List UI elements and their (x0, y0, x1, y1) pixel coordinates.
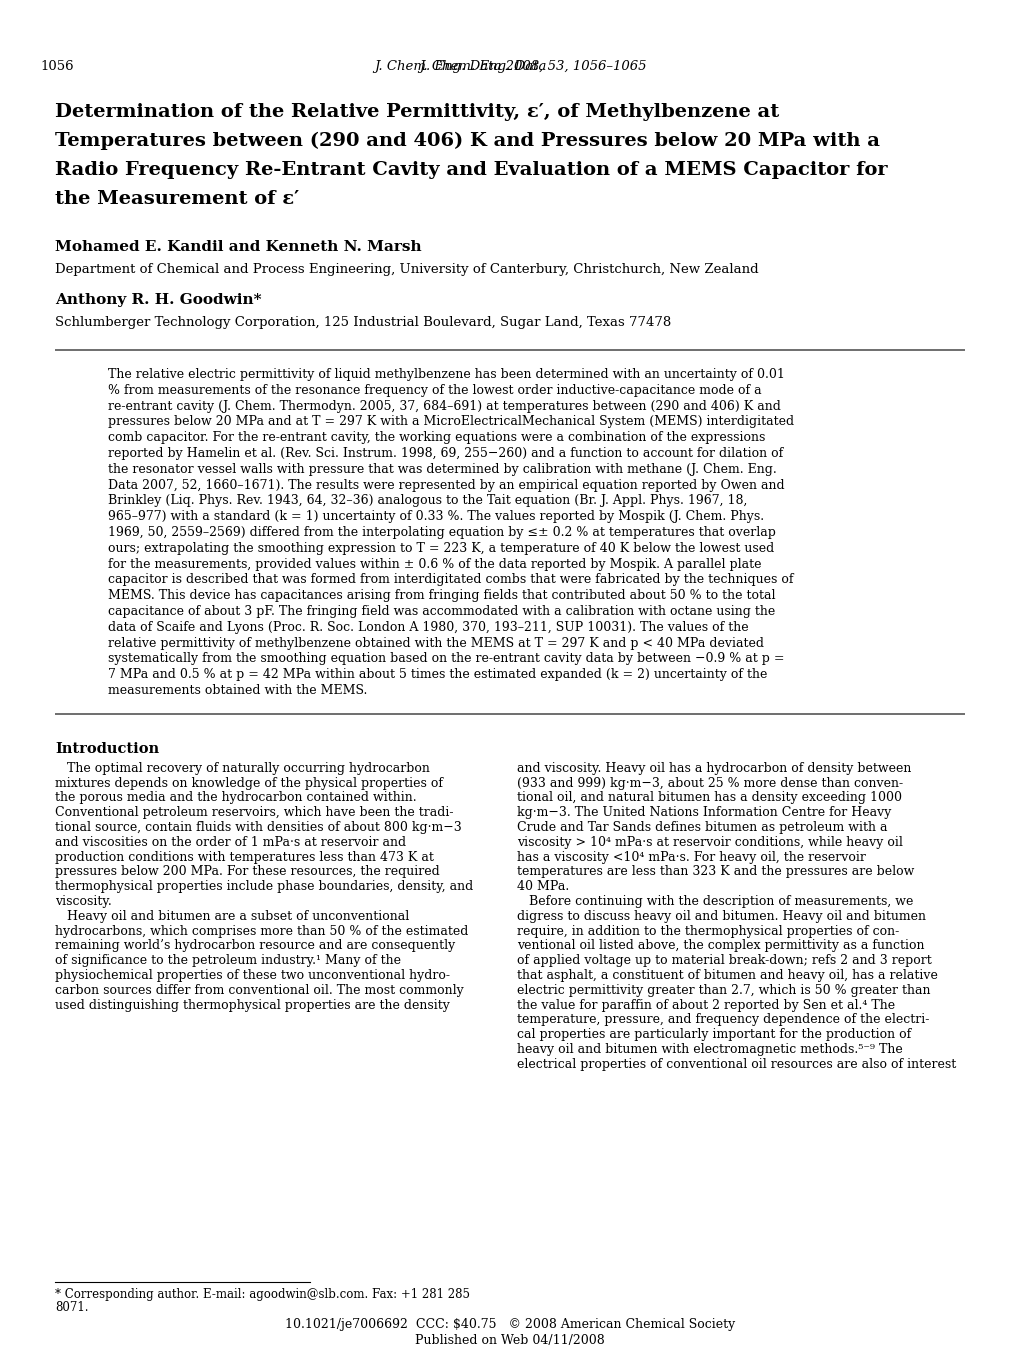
Text: relative permittivity of methylbenzene obtained with the MEMS at T = 297 K and p: relative permittivity of methylbenzene o… (108, 637, 763, 649)
Text: capacitor is described that was formed from interdigitated combs that were fabri: capacitor is described that was formed f… (108, 573, 793, 587)
Text: Crude and Tar Sands defines bitumen as petroleum with a: Crude and Tar Sands defines bitumen as p… (517, 821, 887, 833)
Text: 965–977) with a standard (k = 1) uncertainty of 0.33 %. The values reported by M: 965–977) with a standard (k = 1) uncerta… (108, 511, 763, 523)
Text: for the measurements, provided values within ± 0.6 % of the data reported by Mos: for the measurements, provided values wi… (108, 558, 761, 570)
Text: 8071.: 8071. (55, 1301, 89, 1314)
Text: pressures below 20 MPa and at T = 297 K with a MicroElectricalMechanical System : pressures below 20 MPa and at T = 297 K … (108, 416, 794, 428)
Text: Anthony R. H. Goodwin*: Anthony R. H. Goodwin* (55, 293, 261, 308)
Text: production conditions with temperatures less than 473 K at: production conditions with temperatures … (55, 851, 433, 863)
Text: comb capacitor. For the re-entrant cavity, the working equations were a combinat: comb capacitor. For the re-entrant cavit… (108, 431, 764, 444)
Text: Published on Web 04/11/2008: Published on Web 04/11/2008 (415, 1335, 604, 1347)
Text: viscosity.: viscosity. (55, 896, 112, 908)
Text: tional source, contain fluids with densities of about 800 kg·m−3: tional source, contain fluids with densi… (55, 821, 462, 833)
Text: has a viscosity <10⁴ mPa·s. For heavy oil, the reservoir: has a viscosity <10⁴ mPa·s. For heavy oi… (517, 851, 865, 863)
Text: Radio Frequency Re-Entrant Cavity and Evaluation of a MEMS Capacitor for: Radio Frequency Re-Entrant Cavity and Ev… (55, 161, 887, 179)
Text: require, in addition to the thermophysical properties of con-: require, in addition to the thermophysic… (517, 924, 899, 938)
Text: capacitance of about 3 pF. The fringing field was accommodated with a calibratio: capacitance of about 3 pF. The fringing … (108, 604, 774, 618)
Text: ventional oil listed above, the complex permittivity as a function: ventional oil listed above, the complex … (517, 939, 923, 953)
Text: digress to discuss heavy oil and bitumen. Heavy oil and bitumen: digress to discuss heavy oil and bitumen… (517, 909, 925, 923)
Text: viscosity > 10⁴ mPa·s at reservoir conditions, while heavy oil: viscosity > 10⁴ mPa·s at reservoir condi… (517, 836, 902, 848)
Text: Heavy oil and bitumen are a subset of unconventional: Heavy oil and bitumen are a subset of un… (55, 909, 409, 923)
Text: Temperatures between (290 and 406) K and Pressures below 20 MPa with a: Temperatures between (290 and 406) K and… (55, 131, 879, 150)
Text: electrical properties of conventional oil resources are also of interest: electrical properties of conventional oi… (517, 1058, 956, 1070)
Text: carbon sources differ from conventional oil. The most commonly: carbon sources differ from conventional … (55, 984, 464, 997)
Text: and viscosities on the order of 1 mPa·s at reservoir and: and viscosities on the order of 1 mPa·s … (55, 836, 406, 848)
Text: the Measurement of ε′: the Measurement of ε′ (55, 190, 299, 209)
Text: heavy oil and bitumen with electromagnetic methods.⁵⁻⁹ The: heavy oil and bitumen with electromagnet… (517, 1043, 902, 1056)
Text: Introduction: Introduction (55, 741, 159, 756)
Text: J. Chem. Eng. Data 2008, 53, 1056–1065: J. Chem. Eng. Data 2008, 53, 1056–1065 (373, 60, 646, 73)
Text: 40 MPa.: 40 MPa. (517, 881, 569, 893)
Text: 10.1021/je7006692  CCC: $40.75   © 2008 American Chemical Society: 10.1021/je7006692 CCC: $40.75 © 2008 Ame… (284, 1318, 735, 1331)
Text: MEMS. This device has capacitances arising from fringing fields that contributed: MEMS. This device has capacitances arisi… (108, 589, 774, 602)
Text: of significance to the petroleum industry.¹ Many of the: of significance to the petroleum industr… (55, 954, 400, 967)
Text: physiochemical properties of these two unconventional hydro-: physiochemical properties of these two u… (55, 969, 449, 982)
Text: Schlumberger Technology Corporation, 125 Industrial Boulevard, Sugar Land, Texas: Schlumberger Technology Corporation, 125… (55, 316, 671, 329)
Text: The optimal recovery of naturally occurring hydrocarbon: The optimal recovery of naturally occurr… (55, 762, 429, 775)
Text: % from measurements of the resonance frequency of the lowest order inductive-cap: % from measurements of the resonance fre… (108, 383, 761, 397)
Text: thermophysical properties include phase boundaries, density, and: thermophysical properties include phase … (55, 881, 473, 893)
Text: the value for paraffin of about 2 reported by Sen et al.⁴ The: the value for paraffin of about 2 report… (517, 999, 895, 1012)
Text: tional oil, and natural bitumen has a density exceeding 1000: tional oil, and natural bitumen has a de… (517, 791, 901, 805)
Text: 1969, 50, 2559–2569) differed from the interpolating equation by ≤± 0.2 % at tem: 1969, 50, 2559–2569) differed from the i… (108, 526, 775, 539)
Text: used distinguishing thermophysical properties are the density: used distinguishing thermophysical prope… (55, 999, 449, 1012)
Text: temperatures are less than 323 K and the pressures are below: temperatures are less than 323 K and the… (517, 866, 913, 878)
Text: reported by Hamelin et al. (Rev. Sci. Instrum. 1998, 69, 255−260) and a function: reported by Hamelin et al. (Rev. Sci. In… (108, 447, 783, 459)
Text: 1056: 1056 (40, 60, 73, 73)
Text: ours; extrapolating the smoothing expression to T = 223 K, a temperature of 40 K: ours; extrapolating the smoothing expres… (108, 542, 773, 554)
Text: that asphalt, a constituent of bitumen and heavy oil, has a relative: that asphalt, a constituent of bitumen a… (517, 969, 936, 982)
Text: and viscosity. Heavy oil has a hydrocarbon of density between: and viscosity. Heavy oil has a hydrocarb… (517, 762, 911, 775)
Text: (933 and 999) kg·m−3, about 25 % more dense than conven-: (933 and 999) kg·m−3, about 25 % more de… (517, 776, 902, 790)
Text: Data 2007, 52, 1660–1671). The results were represented by an empirical equation: Data 2007, 52, 1660–1671). The results w… (108, 478, 784, 492)
Text: Mohamed E. Kandil and Kenneth N. Marsh: Mohamed E. Kandil and Kenneth N. Marsh (55, 240, 421, 253)
Text: re-entrant cavity (J. Chem. Thermodyn. 2005, 37, 684–691) at temperatures betwee: re-entrant cavity (J. Chem. Thermodyn. 2… (108, 400, 781, 413)
Text: systematically from the smoothing equation based on the re-entrant cavity data b: systematically from the smoothing equati… (108, 652, 784, 665)
Text: pressures below 200 MPa. For these resources, the required: pressures below 200 MPa. For these resou… (55, 866, 439, 878)
Text: mixtures depends on knowledge of the physical properties of: mixtures depends on knowledge of the phy… (55, 776, 442, 790)
Text: the porous media and the hydrocarbon contained within.: the porous media and the hydrocarbon con… (55, 791, 416, 805)
Text: remaining world’s hydrocarbon resource and are consequently: remaining world’s hydrocarbon resource a… (55, 939, 454, 953)
Text: the resonator vessel walls with pressure that was determined by calibration with: the resonator vessel walls with pressure… (108, 463, 776, 476)
Text: temperature, pressure, and frequency dependence of the electri-: temperature, pressure, and frequency dep… (517, 1014, 928, 1026)
Text: measurements obtained with the MEMS.: measurements obtained with the MEMS. (108, 684, 367, 696)
Text: The relative electric permittivity of liquid methylbenzene has been determined w: The relative electric permittivity of li… (108, 369, 784, 381)
Text: Brinkley (Liq. Phys. Rev. 1943, 64, 32–36) analogous to the Tait equation (Br. J: Brinkley (Liq. Phys. Rev. 1943, 64, 32–3… (108, 495, 747, 507)
Text: data of Scaife and Lyons (Proc. R. Soc. London A 1980, 370, 193–211, SUP 10031).: data of Scaife and Lyons (Proc. R. Soc. … (108, 621, 748, 634)
Text: hydrocarbons, which comprises more than 50 % of the estimated: hydrocarbons, which comprises more than … (55, 924, 468, 938)
Text: of applied voltage up to material break-down; refs 2 and 3 report: of applied voltage up to material break-… (517, 954, 930, 967)
Text: * Corresponding author. E-mail: agoodwin@slb.com. Fax: +1 281 285: * Corresponding author. E-mail: agoodwin… (55, 1289, 470, 1301)
Text: Conventional petroleum reservoirs, which have been the tradi-: Conventional petroleum reservoirs, which… (55, 806, 453, 820)
Text: Determination of the Relative Permittivity, ε′, of Methylbenzene at: Determination of the Relative Permittivi… (55, 103, 779, 121)
Text: Department of Chemical and Process Engineering, University of Canterbury, Christ: Department of Chemical and Process Engin… (55, 263, 758, 276)
Text: kg·m−3. The United Nations Information Centre for Heavy: kg·m−3. The United Nations Information C… (517, 806, 891, 820)
Text: J. Chem. Eng. Data: J. Chem. Eng. Data (419, 60, 600, 73)
Text: cal properties are particularly important for the production of: cal properties are particularly importan… (517, 1028, 910, 1041)
Text: electric permittivity greater than 2.7, which is 50 % greater than: electric permittivity greater than 2.7, … (517, 984, 929, 997)
Text: 7 MPa and 0.5 % at p = 42 MPa within about 5 times the estimated expanded (k = 2: 7 MPa and 0.5 % at p = 42 MPa within abo… (108, 668, 766, 682)
Text: Before continuing with the description of measurements, we: Before continuing with the description o… (517, 896, 912, 908)
